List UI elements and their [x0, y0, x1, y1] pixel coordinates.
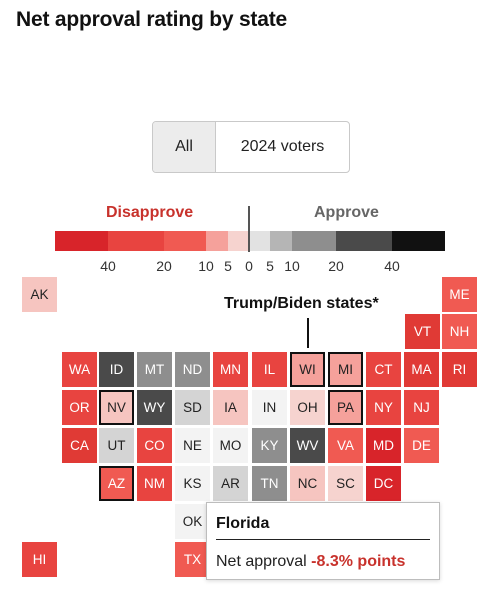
state-tile-hi[interactable]: HI	[22, 542, 57, 577]
tooltip-label: Net approval	[216, 553, 307, 570]
state-tile-dc[interactable]: DC	[366, 466, 401, 501]
state-tile-ri[interactable]: RI	[442, 352, 477, 387]
legend-approve-label: Approve	[314, 204, 379, 221]
state-tile-ne[interactable]: NE	[175, 428, 210, 463]
state-tile-pa[interactable]: PA	[328, 390, 363, 425]
all-toggle-button[interactable]: All	[153, 122, 216, 172]
state-tile-az[interactable]: AZ	[99, 466, 134, 501]
state-tile-wv[interactable]: WV	[290, 428, 325, 463]
state-tile-mo[interactable]: MO	[213, 428, 248, 463]
state-tile-md[interactable]: MD	[366, 428, 401, 463]
state-tile-wy[interactable]: WY	[137, 390, 172, 425]
state-tile-sd[interactable]: SD	[175, 390, 210, 425]
state-tile-ny[interactable]: NY	[366, 390, 401, 425]
state-tile-nj[interactable]: NJ	[404, 390, 439, 425]
legend-swatch-disapprove-5-10	[206, 231, 228, 251]
state-tile-nv[interactable]: NV	[99, 390, 134, 425]
tooltip-body: Net approval -8.3% points	[216, 553, 405, 571]
legend-swatch-approve-10-20	[292, 231, 336, 251]
state-tile-co[interactable]: CO	[137, 428, 172, 463]
legend-swatch-disapprove-40plus	[55, 231, 108, 251]
tooltip-net-approval-value: -8.3% points	[311, 553, 406, 570]
legend-swatch-disapprove-10-20	[164, 231, 206, 251]
legend-swatch-approve-40plus	[392, 231, 445, 251]
state-tile-ca[interactable]: CA	[62, 428, 97, 463]
tooltip-divider	[216, 539, 430, 540]
legend-tick: 20	[328, 258, 344, 274]
state-tile-nd[interactable]: ND	[175, 352, 210, 387]
legend-disapprove-label: Disapprove	[106, 204, 194, 221]
legend-tick: 20	[156, 258, 172, 274]
state-tile-mi[interactable]: MI	[328, 352, 363, 387]
state-tile-wa[interactable]: WA	[62, 352, 97, 387]
state-tile-id[interactable]: ID	[99, 352, 134, 387]
annotation-leader-line	[307, 318, 309, 348]
state-tile-ma[interactable]: MA	[404, 352, 439, 387]
2024-voters-toggle-button[interactable]: 2024 voters	[240, 138, 325, 155]
state-tile-vt[interactable]: VT	[405, 314, 440, 349]
legend-tick: 5	[266, 258, 274, 274]
state-tile-wi[interactable]: WI	[290, 352, 325, 387]
state-tile-or[interactable]: OR	[62, 390, 97, 425]
state-tile-nh[interactable]: NH	[442, 314, 477, 349]
state-tile-oh[interactable]: OH	[290, 390, 325, 425]
legend-swatch-disapprove-0-5	[228, 231, 248, 251]
trump-biden-states-label: Trump/Biden states*	[224, 295, 379, 312]
legend-tick: 40	[384, 258, 400, 274]
state-tile-ar[interactable]: AR	[213, 466, 248, 501]
legend-tick: 5	[224, 258, 232, 274]
page-title: Net approval rating by state	[16, 8, 287, 31]
state-tile-ia[interactable]: IA	[213, 390, 248, 425]
legend-swatch-approve-5-10	[270, 231, 292, 251]
state-tile-ut[interactable]: UT	[99, 428, 134, 463]
voter-filter-toggle: All 2024 voters	[152, 121, 350, 173]
legend-swatch-approve-20-40	[336, 231, 392, 251]
legend-zero-marker	[248, 206, 250, 252]
state-tile-il[interactable]: IL	[252, 352, 287, 387]
legend-swatch-approve-0-5	[250, 231, 270, 251]
tooltip-state-name: Florida	[216, 515, 270, 532]
state-tooltip: Florida Net approval -8.3% points	[206, 502, 440, 580]
state-tile-me[interactable]: ME	[442, 277, 477, 312]
state-tile-mn[interactable]: MN	[213, 352, 248, 387]
state-tile-ks[interactable]: KS	[175, 466, 210, 501]
legend-tick: 10	[198, 258, 214, 274]
state-tile-nc[interactable]: NC	[290, 466, 325, 501]
state-tile-sc[interactable]: SC	[328, 466, 363, 501]
legend-tick: 40	[100, 258, 116, 274]
state-tile-ky[interactable]: KY	[252, 428, 287, 463]
state-tile-in[interactable]: IN	[252, 390, 287, 425]
state-tile-de[interactable]: DE	[404, 428, 439, 463]
state-tile-nm[interactable]: NM	[137, 466, 172, 501]
state-tile-ak[interactable]: AK	[22, 277, 57, 312]
state-tile-ct[interactable]: CT	[366, 352, 401, 387]
legend-tick: 0	[245, 258, 253, 274]
legend-swatch-disapprove-20-40	[108, 231, 164, 251]
state-tile-tx[interactable]: TX	[175, 542, 210, 577]
state-tile-ok[interactable]: OK	[175, 504, 210, 539]
state-tile-tn[interactable]: TN	[252, 466, 287, 501]
legend-tick: 10	[284, 258, 300, 274]
state-tile-mt[interactable]: MT	[137, 352, 172, 387]
state-tile-va[interactable]: VA	[328, 428, 363, 463]
